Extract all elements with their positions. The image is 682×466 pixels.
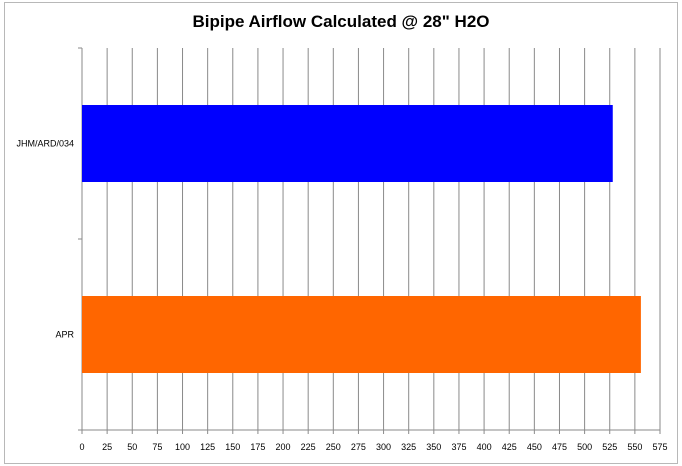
x-tick-label: 200 (276, 442, 291, 452)
x-tick-label: 275 (351, 442, 366, 452)
bar-apr (82, 296, 641, 373)
x-tick-label: 100 (175, 442, 190, 452)
x-tick-label: 425 (502, 442, 517, 452)
x-tick-label: 150 (225, 442, 240, 452)
y-category-label: JHM/ARD/034 (16, 139, 74, 149)
chart-title: Bipipe Airflow Calculated @ 28" H2O (192, 12, 490, 31)
x-tick-label: 75 (152, 442, 162, 452)
x-tick-label: 575 (652, 442, 667, 452)
x-tick-label: 250 (326, 442, 341, 452)
x-tick-label: 550 (627, 442, 642, 452)
x-tick-label: 475 (552, 442, 567, 452)
x-tick-label: 400 (477, 442, 492, 452)
x-tick-label: 350 (426, 442, 441, 452)
x-tick-label: 175 (250, 442, 265, 452)
x-tick-label: 325 (401, 442, 416, 452)
x-tick-label: 0 (79, 442, 84, 452)
x-tick-label: 125 (200, 442, 215, 452)
bar-jhm-ard-034 (82, 105, 613, 182)
x-tick-label: 225 (301, 442, 316, 452)
x-tick-label: 500 (577, 442, 592, 452)
y-category-label: APR (55, 330, 74, 340)
x-tick-label: 375 (451, 442, 466, 452)
x-tick-label: 50 (127, 442, 137, 452)
x-tick-label: 25 (102, 442, 112, 452)
x-tick-label: 525 (602, 442, 617, 452)
x-tick-label: 300 (376, 442, 391, 452)
chart-frame (4, 2, 678, 464)
x-tick-label: 450 (527, 442, 542, 452)
